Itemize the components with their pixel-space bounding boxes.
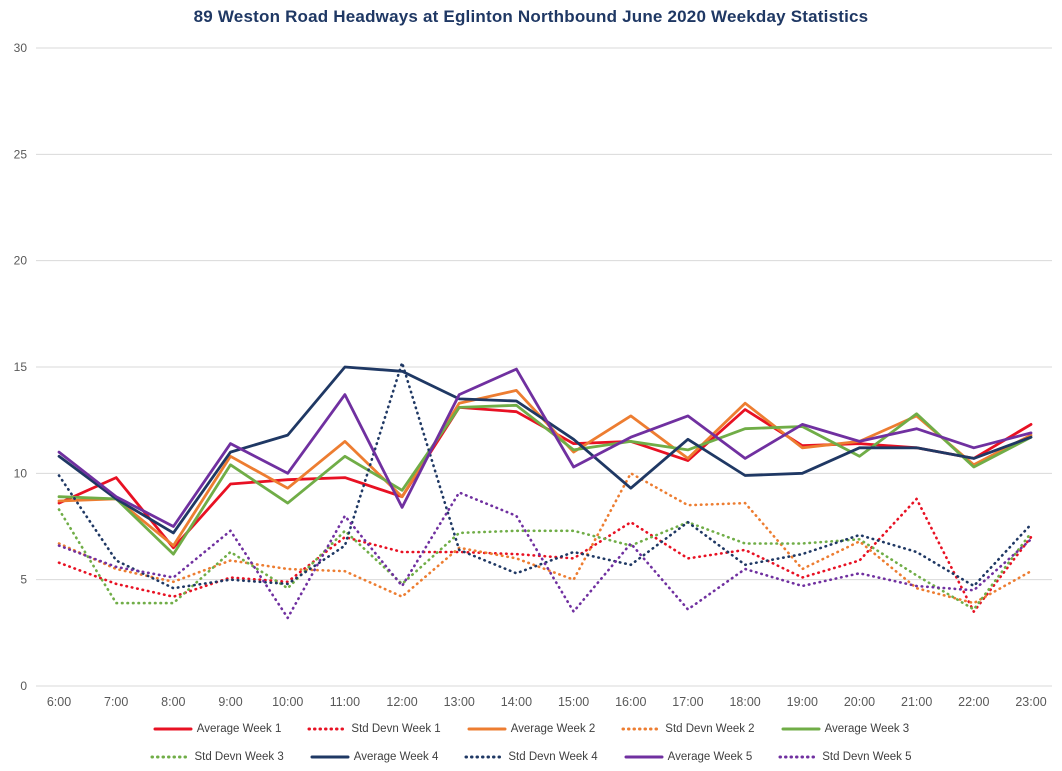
series-line-average-week-5 xyxy=(57,367,1033,528)
y-tick-label-20: 20 xyxy=(14,254,28,268)
legend-item-average-week-3: Average Week 3 xyxy=(781,723,910,735)
x-tick-label-7:00: 7:00 xyxy=(104,695,128,709)
x-tick-label-15:00: 15:00 xyxy=(558,695,589,709)
legend-label: Average Week 2 xyxy=(510,723,596,735)
x-tick-label-11:00: 11:00 xyxy=(330,695,360,709)
legend-line-sample-solid xyxy=(153,727,193,731)
legend-item-std-devn-week-5: Std Devn Week 5 xyxy=(778,751,912,763)
x-tick-label-17:00: 17:00 xyxy=(672,695,703,709)
series-line-std-devn-week-5 xyxy=(57,491,1033,620)
series-line-average-week-4 xyxy=(57,365,1033,535)
legend-line-sample-solid xyxy=(624,755,664,759)
x-tick-label-18:00: 18:00 xyxy=(729,695,760,709)
series-line-std-devn-week-1 xyxy=(57,497,1033,613)
x-tick-label-8:00: 8:00 xyxy=(161,695,185,709)
legend-item-average-week-1: Average Week 1 xyxy=(153,723,282,735)
legend-item-std-devn-week-1: Std Devn Week 1 xyxy=(307,723,441,735)
series-line-average-week-2 xyxy=(57,388,1033,547)
chart-title: 89 Weston Road Headways at Eglinton Nort… xyxy=(193,7,869,26)
series-line-std-devn-week-3 xyxy=(57,508,1033,611)
x-tick-label-16:00: 16:00 xyxy=(615,695,646,709)
legend-line-sample-solid xyxy=(781,727,821,731)
legend-row-1: Average Week 1 Std Devn Week 1 Average Wee… xyxy=(0,723,1062,735)
legend-label: Std Devn Week 5 xyxy=(822,751,912,763)
y-tick-label-30: 30 xyxy=(14,41,28,55)
y-tick-label-15: 15 xyxy=(14,360,28,374)
legend-line-sample-solid xyxy=(310,755,350,759)
series-line-std-devn-week-2 xyxy=(57,471,1033,605)
series-line-std-devn-week-4 xyxy=(57,361,1033,590)
x-tick-label-9:00: 9:00 xyxy=(218,695,242,709)
y-tick-label-10: 10 xyxy=(14,466,28,480)
x-tick-label-13:00: 13:00 xyxy=(444,695,475,709)
legend-line-sample-dotted xyxy=(464,755,504,759)
legend-item-average-week-5: Average Week 5 xyxy=(624,751,753,763)
legend-label: Std Devn Week 2 xyxy=(665,723,755,735)
legend-label: Std Devn Week 4 xyxy=(508,751,598,763)
x-tick-label-23:00: 23:00 xyxy=(1015,695,1046,709)
legend-label: Std Devn Week 1 xyxy=(351,723,441,735)
legend-label: Average Week 1 xyxy=(196,723,282,735)
legend-line-sample-dotted xyxy=(150,755,190,759)
x-tick-label-21:00: 21:00 xyxy=(901,695,932,709)
legend-line-sample-dotted xyxy=(778,755,818,759)
y-tick-label-0: 0 xyxy=(20,679,27,693)
legend-line-sample-dotted xyxy=(307,727,347,731)
x-tick-label-19:00: 19:00 xyxy=(787,695,818,709)
x-tick-label-12:00: 12:00 xyxy=(386,695,417,709)
y-tick-label-25: 25 xyxy=(14,147,28,161)
x-tick-label-10:00: 10:00 xyxy=(272,695,303,709)
legend-label: Average Week 5 xyxy=(667,751,753,763)
y-tick-label-5: 5 xyxy=(20,573,27,587)
headways-line-chart: 0 5 10 15 20 25 30 6:00 7:00 8:00 9:00 10:00 11:00 12… xyxy=(14,41,1052,709)
x-tick-label-6:00: 6:00 xyxy=(47,695,71,709)
legend-label: Std Devn Week 3 xyxy=(194,751,284,763)
legend-item-std-devn-week-2: Std Devn Week 2 xyxy=(621,723,755,735)
x-tick-label-20:00: 20:00 xyxy=(844,695,875,709)
legend-item-std-devn-week-3: Std Devn Week 3 xyxy=(150,751,284,763)
x-tick-label-14:00: 14:00 xyxy=(501,695,532,709)
legend-item-average-week-4: Average Week 4 xyxy=(310,751,439,763)
legend-label: Average Week 4 xyxy=(353,751,439,763)
x-tick-label-22:00: 22:00 xyxy=(958,695,989,709)
legend-line-sample-dotted xyxy=(621,727,661,731)
series-line-average-week-3 xyxy=(57,403,1033,556)
legend-label: Average Week 3 xyxy=(824,723,910,735)
legend-item-std-devn-week-4: Std Devn Week 4 xyxy=(464,751,598,763)
legend-item-average-week-2: Average Week 2 xyxy=(467,723,596,735)
legend-line-sample-solid xyxy=(467,727,507,731)
legend-row-2: Std Devn Week 3 Average Week 4 Std Devn We… xyxy=(0,751,1062,763)
